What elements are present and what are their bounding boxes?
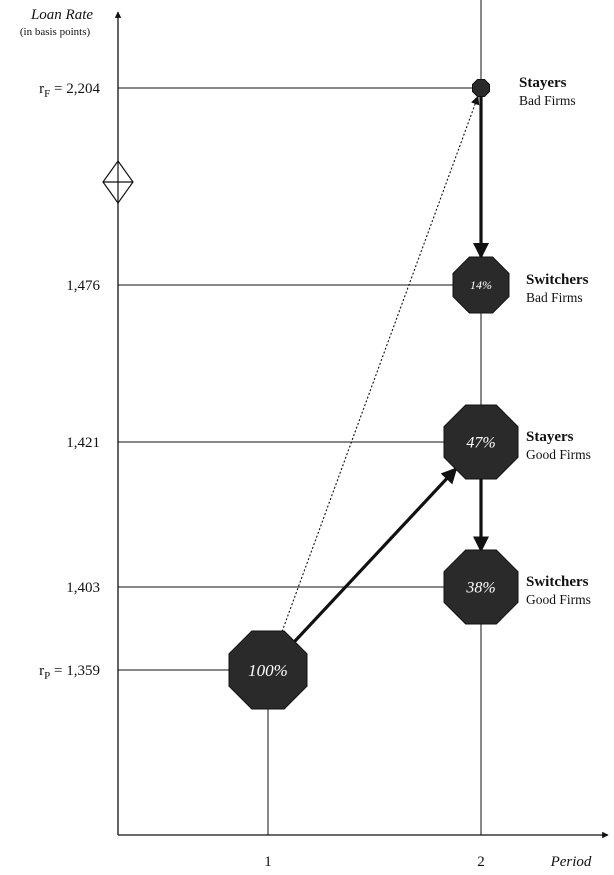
octagon-node-good-switchers: [443, 549, 519, 625]
edge-start-to-bad-stayers: [280, 95, 480, 636]
node-subtitle-bad-stayers: Bad Firms: [519, 93, 576, 108]
node-title-good-switchers: Switchers: [526, 574, 589, 590]
node-title-good-stayers: Stayers: [526, 429, 574, 445]
diamond-cross-icon: [102, 159, 134, 205]
y-axis-title: Loan Rate: [30, 7, 93, 23]
octagon-node-good-stayers: [443, 404, 519, 480]
y-level-label-good-switch: 1,403: [66, 580, 100, 596]
octagon-node-bad-switchers: [452, 256, 510, 314]
y-level-label-good-stay: 1,421: [66, 435, 100, 451]
node-subtitle-bad-switchers: Bad Firms: [526, 290, 583, 305]
edge-start-to-good-stayers: [292, 467, 458, 644]
node-subtitle-good-stayers: Good Firms: [526, 447, 591, 462]
y-level-label-rF: rF = 2,204: [39, 81, 100, 100]
x-tick-2: 2: [477, 854, 485, 870]
y-level-label-bad-switch: 1,476: [66, 278, 100, 294]
node-title-bad-stayers: Stayers: [519, 75, 567, 91]
node-percent-start: 100%: [248, 661, 288, 680]
y-level-label-rP: rP = 1,359: [39, 663, 100, 682]
node-percent-good-switchers: 38%: [465, 580, 495, 597]
node-percent-good-stayers: 47%: [466, 435, 495, 452]
node-title-bad-switchers: Switchers: [526, 272, 589, 288]
octagon-node-start: [228, 630, 308, 710]
node-subtitle-good-switchers: Good Firms: [526, 592, 591, 607]
y-axis-subtitle: (in basis points): [20, 26, 91, 38]
node-percent-bad-switchers: 14%: [470, 278, 492, 292]
x-axis-title: Period: [550, 854, 592, 870]
octagon-node-bad-stayers: [472, 79, 490, 97]
x-tick-1: 1: [264, 854, 272, 870]
